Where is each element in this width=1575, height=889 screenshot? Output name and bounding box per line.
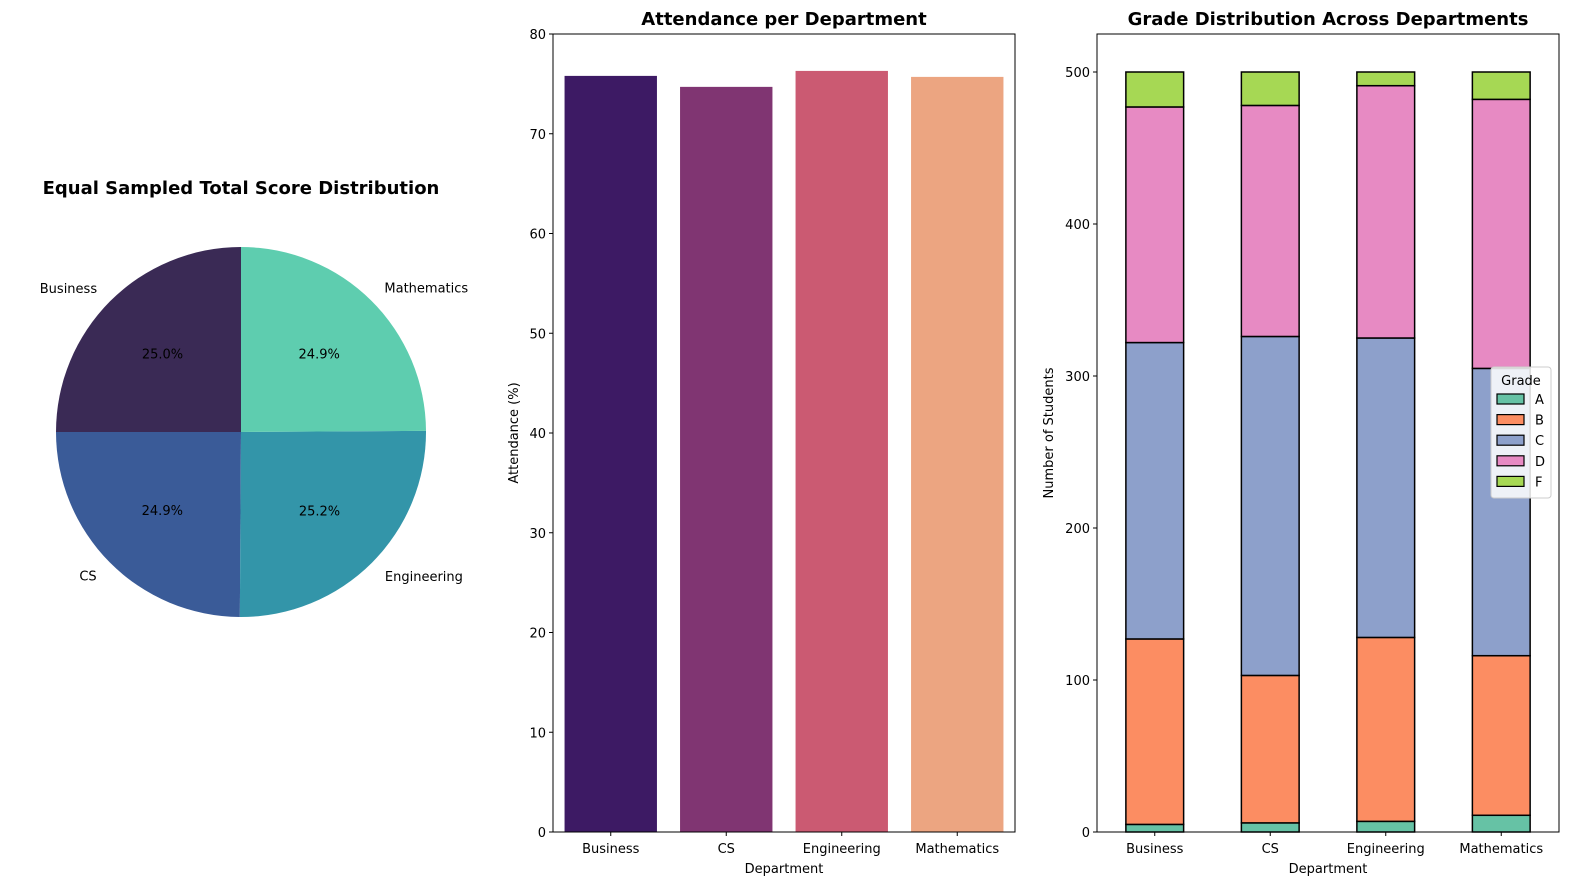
grade-bar-business-d [1125, 106, 1185, 344]
pie-percent-business: 25.0% [142, 348, 183, 363]
grade-y-tick-label: 0 [1082, 826, 1090, 841]
grade-y-tick-label: 100 [1065, 674, 1090, 689]
attendance-x-tick-label-business: Business [582, 842, 640, 857]
pie-slice-engineering [239, 430, 427, 618]
pie-slices [56, 247, 427, 618]
attendance-x-axis-label: Department [745, 862, 824, 877]
attendance-y-tick-label: 50 [529, 327, 546, 342]
attendance-y-tick-label: 30 [529, 527, 546, 542]
grade-legend-swatch-d [1496, 455, 1525, 467]
grade-x-tick-label-mathematics: Mathematics [1459, 842, 1543, 857]
grade-bar-cs-b [1240, 674, 1300, 824]
grade-bar-cs-d [1240, 104, 1300, 338]
grade-bar-business-b [1125, 638, 1185, 826]
grade-legend-label-d: D [1535, 455, 1545, 470]
pie-slice-business [56, 247, 241, 432]
pie-labels: Business 25.0% CS 24.9% Engineering 25.2% Math… [40, 282, 469, 585]
grade-legend-label-f: F [1535, 475, 1542, 490]
attendance-bar-engineering [795, 70, 888, 832]
grade-y-axis-label: Number of Students [1042, 367, 1057, 498]
grade-legend-title: Grade [1501, 374, 1541, 389]
attendance-y-tick-label: 70 [529, 128, 546, 143]
grade-legend-label-b: B [1535, 414, 1544, 429]
grade-bar-engineering-f [1356, 71, 1416, 87]
grade-stacked-bars [1125, 71, 1531, 833]
grade-bar-mathematics-d [1471, 98, 1531, 370]
attendance-y-tick-label: 40 [529, 427, 546, 442]
grade-bar-business-c [1125, 341, 1185, 640]
attendance-y-tick-label: 10 [529, 726, 546, 741]
grade-y-tick-label: 300 [1065, 370, 1090, 385]
attendance-x-tick-label-cs: CS [718, 842, 735, 857]
grade-y-tick-label: 400 [1065, 218, 1090, 233]
grade-bar-cs-a [1240, 822, 1300, 833]
pie-percent-mathematics: 24.9% [299, 347, 340, 362]
grade-legend-label-c: C [1535, 434, 1544, 449]
attendance-chart-title: Attendance per Department [641, 9, 927, 30]
pie-label-engineering: Engineering [385, 570, 463, 585]
grade-bar-cs-f [1240, 71, 1300, 107]
grade-bar-business-f [1125, 71, 1185, 108]
grade-bar-business-a [1125, 823, 1185, 833]
grade-bar-mathematics-b [1471, 654, 1531, 817]
grade-legend-swatch-a [1496, 393, 1525, 405]
attendance-x-tick-label-mathematics: Mathematics [915, 842, 999, 857]
grade-bar-engineering-d [1356, 84, 1416, 339]
grade-legend-swatch-b [1496, 414, 1525, 426]
grade-x-tick-label-cs: CS [1262, 842, 1279, 857]
pie-label-business: Business [40, 282, 98, 297]
grade-bar-engineering-a [1356, 820, 1416, 833]
grade-bar-mathematics-a [1471, 814, 1531, 833]
attendance-bars [564, 70, 1004, 833]
grade-bar-engineering-c [1356, 337, 1416, 639]
grade-x-axis-label: Department [1289, 862, 1368, 877]
grade-bar-cs-c [1240, 335, 1300, 677]
grade-chart-panel: Grade Distribution Across Departments 0 1… [1042, 9, 1560, 877]
attendance-y-tick-label: 20 [529, 627, 546, 642]
pie-chart-panel: Equal Sampled Total Score Distribution B… [40, 178, 469, 618]
attendance-y-tick-label: 0 [538, 826, 546, 841]
grade-bar-engineering-b [1356, 636, 1416, 823]
grade-chart-title: Grade Distribution Across Departments [1128, 9, 1529, 30]
attendance-bar-business [564, 75, 657, 832]
attendance-y-axis-label: Attendance (%) [507, 382, 522, 483]
attendance-y-tick-label: 60 [529, 228, 546, 243]
pie-slice-cs [56, 432, 241, 617]
attendance-axes: 0 10 20 30 40 50 60 70 80 Business CS Engineering Ma… [529, 28, 1016, 857]
pie-label-cs: CS [79, 569, 96, 584]
attendance-chart-panel: Attendance per Department 0 10 20 30 40 50 60 7… [507, 9, 1016, 877]
grade-axes: 0 100 200 300 400 500 Business CS Engineering Mat… [1065, 33, 1560, 857]
grade-x-tick-label-business: Business [1126, 842, 1184, 857]
grade-bar-mathematics-f [1471, 71, 1531, 101]
attendance-y-tick-label: 80 [529, 28, 546, 43]
pie-chart-title: Equal Sampled Total Score Distribution [43, 178, 440, 199]
grade-legend-label-a: A [1535, 393, 1544, 408]
grade-x-tick-label-engineering: Engineering [1347, 842, 1425, 857]
grade-legend-swatch-c [1496, 434, 1525, 446]
pie-slice-mathematics [241, 247, 426, 432]
attendance-bar-cs [680, 86, 773, 833]
pie-percent-cs: 24.9% [142, 504, 183, 519]
pie-label-mathematics: Mathematics [384, 282, 468, 297]
pie-percent-engineering: 25.2% [299, 505, 340, 520]
attendance-x-tick-label-engineering: Engineering [803, 842, 881, 857]
grade-y-tick-label: 200 [1065, 522, 1090, 537]
grade-plot-frame [1096, 33, 1560, 833]
grade-legend-swatch-f [1496, 475, 1525, 487]
attendance-bar-mathematics [911, 76, 1004, 832]
grade-y-tick-label: 500 [1065, 66, 1090, 81]
